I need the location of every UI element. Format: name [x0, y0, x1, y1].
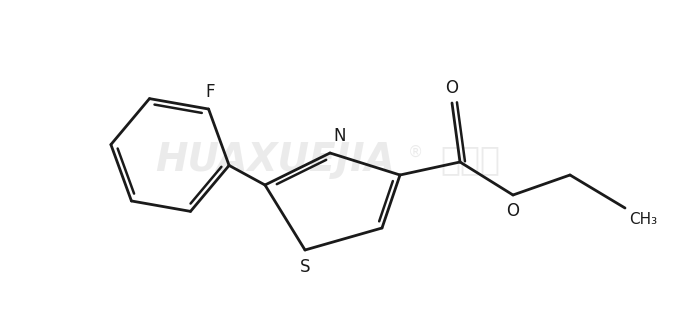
- Text: N: N: [333, 127, 346, 145]
- Text: 化学加: 化学加: [440, 144, 500, 176]
- Text: CH₃: CH₃: [629, 212, 657, 227]
- Text: HUAXUEJIA: HUAXUEJIA: [155, 141, 395, 179]
- Text: O: O: [507, 202, 519, 220]
- Text: S: S: [300, 258, 310, 276]
- Text: ®: ®: [407, 145, 423, 160]
- Text: O: O: [445, 79, 458, 97]
- Text: F: F: [206, 83, 216, 101]
